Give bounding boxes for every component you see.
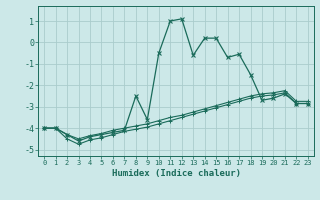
X-axis label: Humidex (Indice chaleur): Humidex (Indice chaleur): [111, 169, 241, 178]
